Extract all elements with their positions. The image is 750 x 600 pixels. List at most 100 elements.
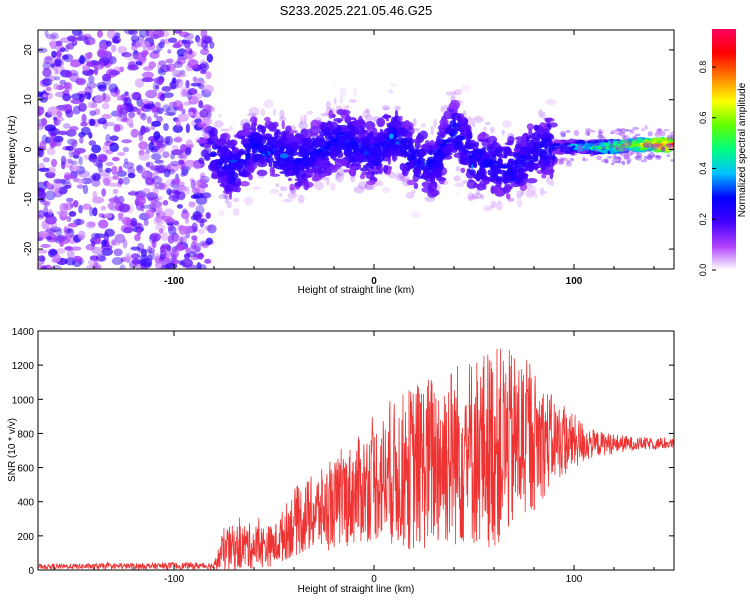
heatmap-cell <box>192 210 202 221</box>
heatmap-cell <box>161 85 172 92</box>
heatmap-cell <box>496 200 503 211</box>
heatmap-cell <box>472 192 483 200</box>
heatmap-cell <box>519 139 527 148</box>
heatmap-cell <box>49 226 62 232</box>
heatmap-cell <box>582 156 586 162</box>
heatmap-cell <box>607 140 613 145</box>
heatmap-cell <box>145 30 153 37</box>
heatmap-cell <box>481 140 492 147</box>
heatmap-cell <box>167 225 177 235</box>
heatmap-cell <box>252 186 261 190</box>
heatmap-cell <box>568 138 576 143</box>
heatmap-cell <box>51 158 58 168</box>
heatmap-cell <box>232 208 240 216</box>
heatmap-cell <box>357 181 368 190</box>
heatmap-cell <box>533 124 540 131</box>
heatmap-cell <box>401 168 407 176</box>
heatmap-cell <box>388 171 397 179</box>
heatmap-cell <box>542 167 554 176</box>
heatmap-cell <box>335 172 341 179</box>
heatmap-cell <box>152 30 165 38</box>
heatmap-cell <box>103 213 113 219</box>
heatmap-cell <box>172 259 180 265</box>
heatmap-cell <box>193 92 203 100</box>
heatmap-cell <box>610 131 614 135</box>
heatmap-cell <box>200 149 208 158</box>
heatmap-cell <box>341 134 352 142</box>
heatmap-cell <box>260 108 266 116</box>
heatmap-cell <box>69 144 76 151</box>
heatmap-cell <box>218 194 227 200</box>
snr-y-tick-label: 200 <box>17 532 34 543</box>
heatmap-cell <box>77 170 90 178</box>
heatmap-cell <box>190 241 197 250</box>
heatmap-cell <box>406 179 416 186</box>
heatmap-cell <box>634 156 639 160</box>
heatmap-cell <box>162 104 171 112</box>
heatmap-cell <box>232 197 240 203</box>
heatmap-cell <box>220 128 230 132</box>
heatmap-cell <box>525 136 530 142</box>
heatmap-cell <box>582 149 590 152</box>
heatmap-cell <box>300 115 304 125</box>
heatmap-cell <box>279 192 283 198</box>
heatmap-cell <box>165 178 176 188</box>
heatmap-cell <box>92 191 98 199</box>
heatmap-cell <box>491 154 497 164</box>
heatmap-cell <box>644 145 650 149</box>
heatmap-cell <box>43 56 53 65</box>
heatmap-cell <box>559 130 567 136</box>
heatmap-cell <box>126 117 134 126</box>
heatmap-cell <box>149 165 160 171</box>
heatmap-cell <box>436 183 441 191</box>
heatmap-cell <box>248 173 253 181</box>
heatmap-cell <box>670 159 674 162</box>
heatmap-cell <box>243 196 254 206</box>
heatmap-cell <box>609 140 614 145</box>
heatmap-cell <box>150 200 157 206</box>
heatmap-cell <box>209 161 215 168</box>
heatmap-cell <box>98 219 109 229</box>
heatmap-cell <box>130 35 140 43</box>
heatmap-cell <box>629 151 635 155</box>
heatmap-cell <box>324 131 333 141</box>
heatmap-cell <box>260 125 267 133</box>
heatmap-cell <box>621 144 628 147</box>
heatmap-cell <box>232 186 239 193</box>
heatmap-cell <box>505 193 511 200</box>
heatmap-cell <box>514 163 518 170</box>
heatmap-cell <box>623 139 629 145</box>
heatmap-cell <box>670 142 674 146</box>
heatmap-cell <box>559 145 567 149</box>
heatmap-cell <box>154 101 161 109</box>
heatmap-cell <box>98 84 107 92</box>
heatmap-cell <box>279 116 287 123</box>
heatmap-cell <box>419 160 425 169</box>
heatmap-cell <box>38 230 50 238</box>
heatmap-cell <box>104 228 115 237</box>
heatmap-cell <box>122 146 130 153</box>
heatmap-cell <box>463 127 467 137</box>
heatmap-cell <box>185 79 190 89</box>
heatmap-cell <box>655 143 663 147</box>
heatmap-cell <box>435 177 447 182</box>
heatmap-cell <box>378 180 383 187</box>
heatmap-cell <box>645 149 651 152</box>
heatmap-cell <box>104 122 116 127</box>
heatmap-cell <box>476 183 486 191</box>
heatmap-cell <box>333 97 337 105</box>
heatmap-cell <box>381 140 390 151</box>
heatmap-cell <box>600 145 607 150</box>
heatmap-cell <box>621 139 628 144</box>
heatmap-cell <box>177 57 186 65</box>
heatmap-cell <box>359 167 369 172</box>
heatmap-cell <box>45 215 57 225</box>
heatmap-cell <box>181 168 189 177</box>
heatmap-cell <box>647 155 654 161</box>
heatmap-cell <box>353 154 365 163</box>
heatmap-cell <box>187 58 199 69</box>
heatmap-cell <box>482 158 493 168</box>
heatmap-cell <box>54 178 67 184</box>
heatmap-cell <box>543 142 548 149</box>
